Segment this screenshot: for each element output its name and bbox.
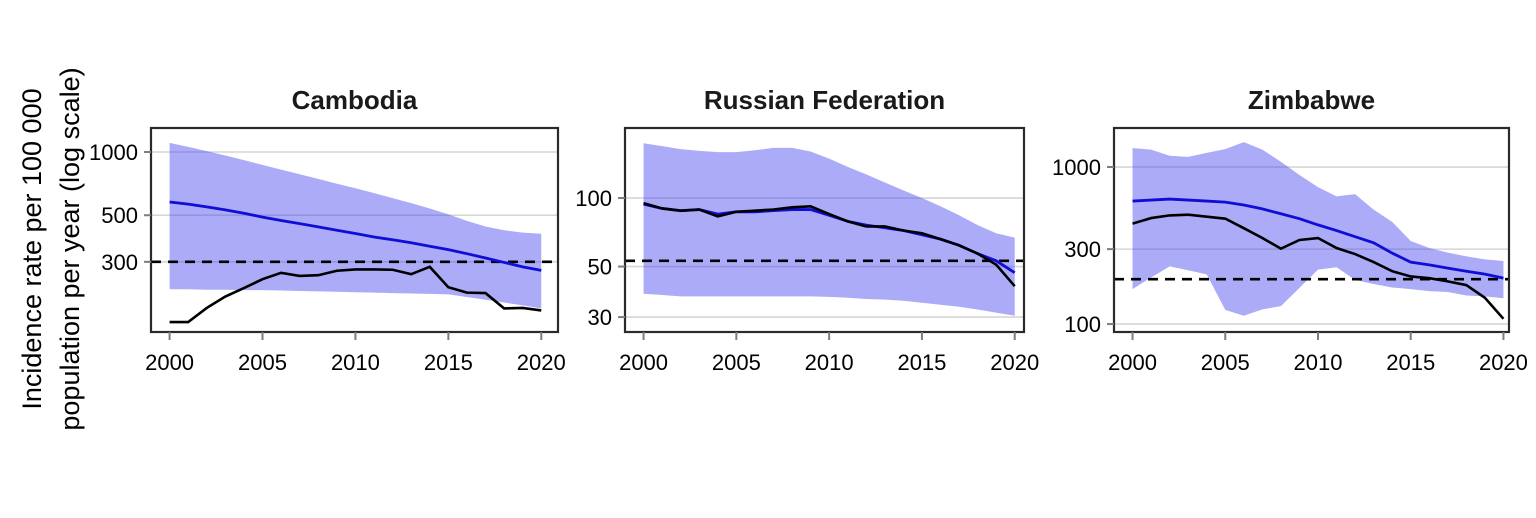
x-tick-label: 2005 <box>712 350 761 375</box>
y-tick-label: 1000 <box>89 140 138 165</box>
uncertainty-band <box>643 143 1015 316</box>
x-tick-label: 2015 <box>897 350 946 375</box>
y-tick-label: 100 <box>575 186 612 211</box>
panel-title-cambodia: Cambodia <box>291 85 418 115</box>
x-tick-label: 2020 <box>990 350 1039 375</box>
panel-border <box>1112 126 1511 334</box>
y-tick-label: 300 <box>1064 237 1101 262</box>
x-tick-label: 2020 <box>517 350 566 375</box>
uncertainty-band <box>1132 142 1504 316</box>
x-tick-label: 2015 <box>1386 350 1435 375</box>
notified-line <box>169 265 542 324</box>
x-tick-label: 2010 <box>1294 350 1343 375</box>
y-tick-label: 300 <box>101 250 138 275</box>
x-tick-label: 2005 <box>1201 350 1250 375</box>
x-tick-label: 2000 <box>145 350 194 375</box>
estimate-line <box>1132 197 1504 280</box>
panel-title-russian-federation: Russian Federation <box>703 85 946 115</box>
y-axis-label: Incidence rate per 100 000 population pe… <box>17 67 85 431</box>
notified-line <box>643 201 1016 288</box>
y-tick-label: 50 <box>588 255 612 280</box>
estimate-line <box>169 200 542 272</box>
uncertainty-band <box>169 142 542 309</box>
x-tick-label: 2020 <box>1479 350 1528 375</box>
notified-line <box>1132 213 1505 320</box>
x-tick-label: 2000 <box>1108 350 1157 375</box>
x-tick-label: 2015 <box>424 350 473 375</box>
panel-border <box>623 126 1026 334</box>
x-tick-label: 2005 <box>238 350 287 375</box>
panel-title-zimbabwe: Zimbabwe <box>1247 85 1376 115</box>
y-tick-label: 100 <box>1064 312 1101 337</box>
x-tick-label: 2010 <box>805 350 854 375</box>
y-tick-label: 30 <box>588 305 612 330</box>
y-tick-label: 500 <box>101 203 138 228</box>
x-tick-label: 2010 <box>331 350 380 375</box>
x-tick-label: 2000 <box>619 350 668 375</box>
y-tick-label: 1000 <box>1052 155 1101 180</box>
